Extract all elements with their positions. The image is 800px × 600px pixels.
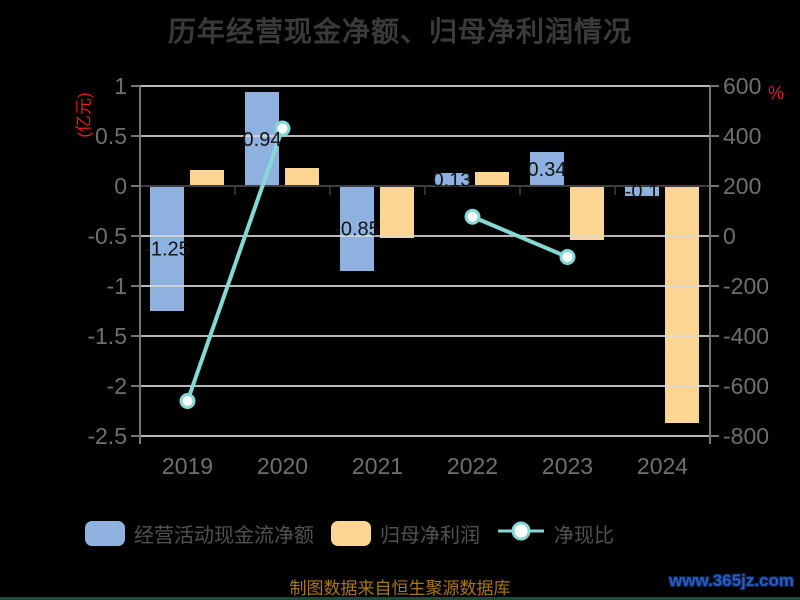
ratio-marker-2020 [274,120,291,137]
legend-item-cash-ratio[interactable]: 净现比 [497,518,614,549]
x-axis-label-2019: 2019 [162,453,213,479]
left-axis-tick-label: 0 [114,173,127,199]
bar-profit-2024 [665,186,699,423]
legend-label-operating-cash: 经营活动现金流净额 [134,525,314,547]
right-axis-tick-label: -600 [723,373,769,399]
legend-swatch-profit-icon [331,521,371,546]
legend-line-marker-icon [497,518,545,549]
left-axis-tick-label: -0.5 [87,223,127,249]
bar-profit-2019 [190,170,224,186]
x-axis-label-2021: 2021 [352,453,403,479]
legend-label-cash-ratio: 净现比 [554,525,614,547]
bar-cash-2023 [530,152,564,186]
right-axis-name: % [768,83,785,103]
x-axis-label-2022: 2022 [447,453,498,479]
right-axis-tick-label: -800 [723,423,769,449]
right-axis-tick-label: -400 [723,323,769,349]
x-axis-label-2024: 2024 [637,453,688,479]
left-axis-tick-label: -1 [107,273,127,299]
ratio-marker-2019 [179,393,196,409]
ratio-marker-2022 [464,208,481,225]
source-note: 制图数据来自恒生聚源数据库 [289,579,511,598]
bar-data-label-2019: -1.25 [144,239,190,261]
bottom-strip [0,597,800,600]
left-axis-tick-label: -2.5 [87,423,127,449]
legend-swatch-cash-icon [85,521,125,546]
bar-profit-2020 [285,168,319,186]
x-axis-label-2023: 2023 [542,453,593,479]
bar-data-label-2022: 0.13 [433,170,472,192]
bar-data-label-2023: 0.34 [528,159,567,181]
right-axis-tick-label: -200 [723,273,769,299]
right-axis-tick-label: 0 [723,223,736,249]
bar-cash-2020 [245,92,279,186]
ratio-line-segment [185,126,285,403]
bar-data-label-2024: -0.1 [625,181,659,203]
bar-profit-2023 [570,186,604,240]
bar-cash-2024 [625,186,659,196]
legend-item-net-profit[interactable]: 归母净利润 [331,519,480,548]
bar-cash-2022 [435,173,469,186]
right-axis-tick-label: 200 [723,173,761,199]
left-axis-tick-label: 1 [114,73,127,99]
right-axis-tick-label: 600 [723,73,761,99]
left-axis-tick-label: 0.5 [95,123,127,149]
bar-cash-2021 [340,186,374,271]
legend-label-net-profit: 归母净利润 [380,525,480,547]
legend: 经营活动现金流净额 归母净利润 净现比 [85,518,614,549]
bar-profit-2021 [380,186,414,238]
ratio-line-segment [470,214,570,259]
ratio-marker-2023 [559,249,576,265]
bar-data-label-2021: -0.85 [334,219,380,241]
left-axis-tick-label: -1.5 [87,323,127,349]
chart-title: 历年经营现金净额、归母净利润情况 [167,16,632,47]
bar-cash-2019 [150,186,184,311]
right-axis-tick-label: 400 [723,123,761,149]
legend-item-operating-cash[interactable]: 经营活动现金流净额 [85,519,314,548]
watermark: www.365jz.com [668,571,794,590]
bar-profit-2022 [475,172,509,186]
left-axis-tick-label: -2 [107,373,127,399]
x-axis-label-2020: 2020 [257,453,308,479]
bar-data-label-2020: 0.94 [243,129,282,151]
